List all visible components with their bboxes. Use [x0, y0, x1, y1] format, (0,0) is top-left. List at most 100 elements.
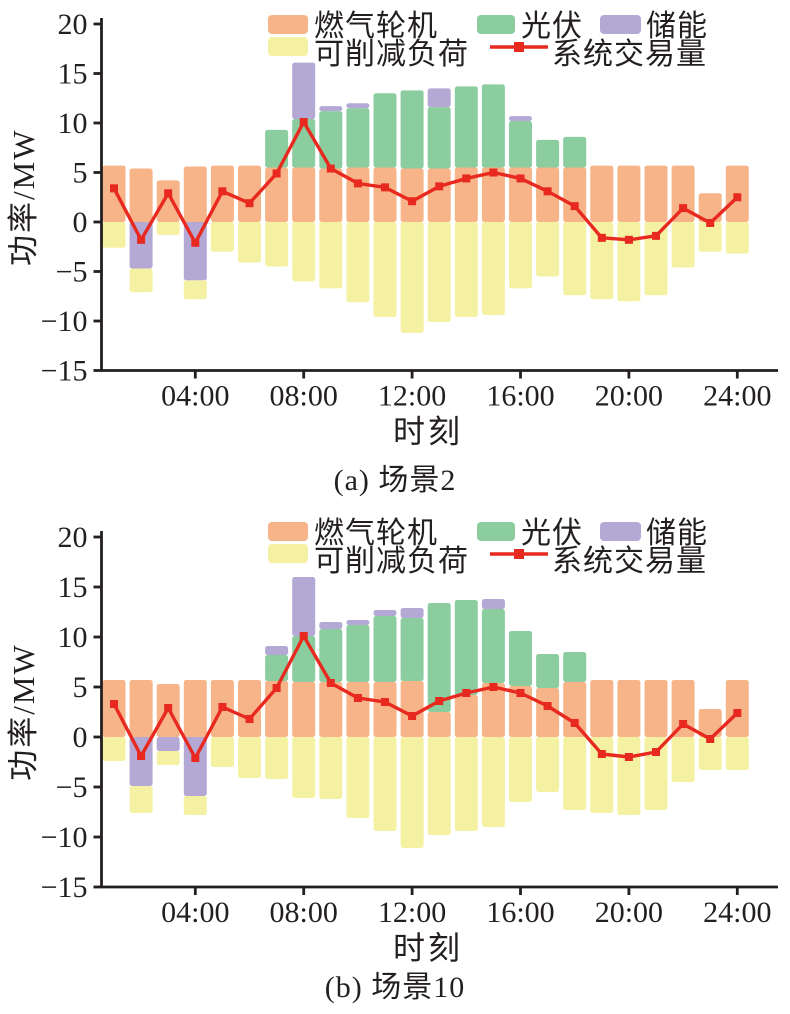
bar-load-h19 — [590, 737, 614, 813]
bar-pv-h16 — [509, 631, 532, 686]
trade-marker-h14 — [462, 689, 471, 697]
trade-marker-h13 — [435, 697, 444, 705]
chart-b-caption: (b) 场景10 — [324, 971, 466, 1004]
trade-marker-h20 — [624, 753, 633, 761]
trade-marker-h19 — [597, 750, 606, 758]
trade-marker-h9 — [326, 164, 335, 173]
bar-pv-h17 — [536, 139, 560, 168]
bar-load-h18 — [563, 737, 587, 810]
bar-load-h11 — [373, 222, 397, 318]
bar-load-h22 — [671, 222, 695, 268]
bar-load-h13 — [427, 737, 451, 835]
legend-label-load: 可削减负荷 — [314, 38, 469, 71]
y-tick-label: 15 — [58, 58, 88, 91]
y-tick-label: 5 — [73, 157, 88, 190]
trade-marker-h21 — [652, 748, 660, 756]
legend-label-storage: 储能 — [646, 10, 708, 43]
y-tick-label: −5 — [56, 771, 88, 804]
legend-marker-trade — [514, 549, 524, 559]
bar-storage-h12 — [400, 608, 424, 618]
legend-marker-trade — [514, 42, 524, 52]
bar-load-h6 — [238, 222, 261, 263]
bar-load-h13 — [427, 222, 451, 322]
bar-gas-h4 — [183, 166, 207, 222]
trade-marker-h21 — [652, 231, 660, 240]
axes — [93, 18, 778, 379]
legend-swatch-gas — [268, 522, 308, 541]
bar-storage-neg-h3 — [156, 737, 180, 751]
bar-storage-h11 — [373, 610, 397, 616]
x-axis-title: 时刻 — [393, 930, 463, 966]
bar-load-h7 — [265, 222, 289, 267]
bar-pv-h11 — [373, 93, 397, 168]
bar-pv-h10 — [346, 625, 370, 682]
bar-storage-h9 — [319, 622, 343, 629]
chart-section-b: 20 15 10 5 0 −5 −10 −15 04:00 08:00 12:00 16:00 20:0… — [0, 507, 790, 1014]
bar-gas-h2 — [129, 168, 153, 222]
bar-storage-neg-h4 — [183, 222, 207, 281]
bar-load-h9 — [319, 222, 343, 289]
chart-section-a: 20 15 10 5 0 −5 −10 −15 04:00 08:00 12:00 16:00 20:0… — [6, 8, 778, 497]
y-tick-label: 10 — [58, 107, 88, 140]
tick-labels: 20 15 10 5 0 −5 −10 −15 04:00 08:00 12:00 16:00 20:0… — [41, 8, 772, 413]
bar-pv-h9 — [319, 629, 343, 682]
bar-load-h21 — [644, 737, 668, 810]
x-tick-label: 12:00 — [378, 896, 446, 929]
trade-marker-h13 — [435, 182, 444, 191]
bar-load-h8 — [292, 222, 316, 282]
trade-marker-h8 — [299, 118, 308, 127]
bar-load-h6 — [238, 737, 261, 778]
legend-swatch-gas — [268, 15, 308, 34]
trade-marker-h1 — [110, 184, 118, 193]
legend-label-storage: 储能 — [646, 517, 708, 550]
bar-pv-h12 — [400, 90, 424, 169]
bar-load-h8 — [292, 737, 316, 798]
y-tick-label: 20 — [58, 521, 88, 554]
legend-swatch-storage — [600, 522, 641, 541]
bar-storage-h15 — [481, 599, 505, 609]
bar-load-h4 — [183, 796, 207, 815]
trade-marker-h20 — [624, 235, 633, 244]
bar-gas-h2 — [129, 680, 153, 737]
bar-gas-h20 — [617, 165, 641, 222]
trade-marker-h7 — [272, 169, 281, 178]
bar-load-h3 — [156, 222, 180, 235]
bar-gas-h1 — [102, 680, 126, 737]
bar-load-h4 — [183, 280, 207, 300]
tick-labels: 20 15 10 5 0 −5 −10 −15 04:00 08:00 12:00 16:00 20:0… — [41, 521, 772, 929]
trade-marker-h23 — [706, 735, 715, 743]
trade-marker-h6 — [245, 199, 254, 208]
bar-load-h2 — [129, 268, 153, 293]
bar-gas-h23 — [698, 709, 722, 737]
bar-gas-h15 — [481, 167, 505, 222]
trade-marker-h22 — [679, 204, 688, 213]
trade-markers — [110, 632, 742, 762]
bar-load-h22 — [671, 737, 695, 782]
y-tick-label: 15 — [58, 571, 88, 604]
bar-gas-h8 — [292, 167, 316, 222]
bar-pv-h16 — [509, 121, 532, 168]
bar-pv-h12 — [400, 618, 424, 681]
bar-gas-h21 — [644, 680, 668, 737]
bar-load-h23 — [698, 737, 722, 770]
bar-gas-h19 — [590, 165, 614, 222]
bar-load-h12 — [400, 737, 424, 848]
chart-a-caption: (a) 场景2 — [333, 464, 457, 497]
y-axis-title: 功率/MW — [6, 129, 41, 266]
trade-marker-h12 — [408, 197, 417, 206]
bar-pv-h18 — [563, 652, 587, 682]
trade-marker-h18 — [570, 202, 579, 211]
bar-pv-h18 — [563, 136, 587, 168]
bar-storage-h16 — [509, 116, 532, 122]
x-tick-label: 24:00 — [703, 380, 771, 413]
trade-marker-h15 — [489, 683, 498, 691]
legend-label-gas: 燃气轮机 — [314, 10, 438, 43]
bar-gas-h13 — [427, 712, 451, 737]
bar-load-h23 — [698, 222, 722, 252]
trade-marker-h16 — [516, 689, 525, 697]
chart-a-plot: 20 15 10 5 0 −5 −10 −15 04:00 08:00 12:00 16:00 20:0… — [6, 8, 778, 450]
trade-marker-h24 — [733, 193, 742, 202]
bar-gas-h22 — [671, 165, 695, 222]
